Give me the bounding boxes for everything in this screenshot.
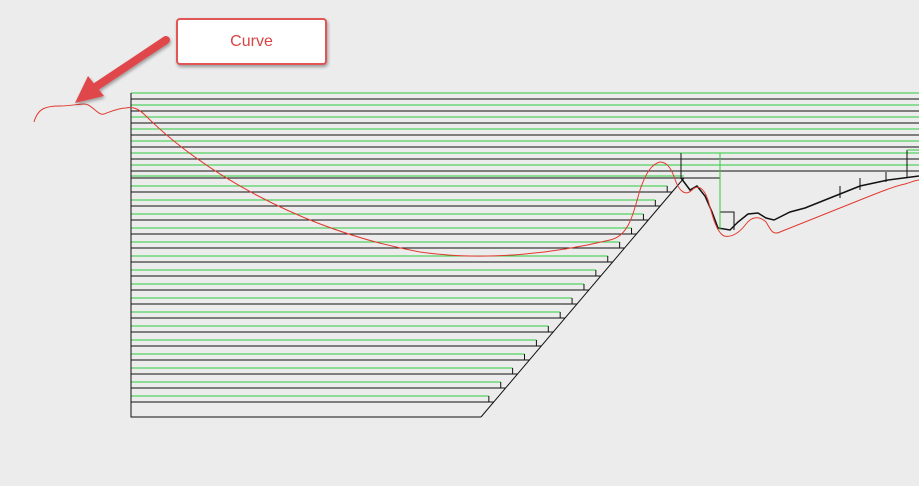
curve-callout: Curve xyxy=(176,18,327,65)
curve-line xyxy=(33,103,919,257)
green-boxes xyxy=(681,149,919,230)
layer-lines-group xyxy=(131,92,919,403)
callout-label: Curve xyxy=(230,32,273,50)
slope-boundary xyxy=(130,93,685,418)
arrow-pointer-icon xyxy=(75,36,170,103)
terrain-right xyxy=(680,150,919,231)
